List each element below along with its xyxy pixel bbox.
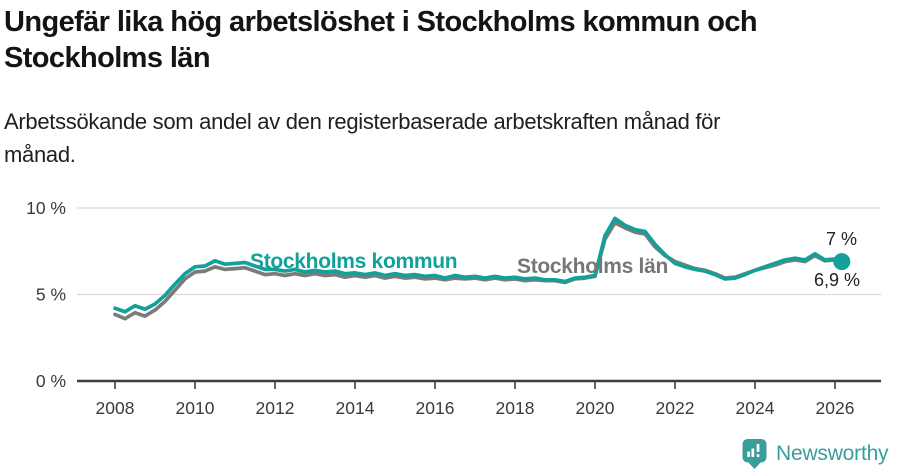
series-label-stockholms-lan: Stockholms län bbox=[517, 255, 669, 278]
y-tick-label: 5 % bbox=[36, 285, 66, 305]
x-tick-label: 2026 bbox=[816, 398, 855, 418]
x-tick-label: 2018 bbox=[496, 398, 535, 418]
line-stockholms-lan bbox=[113, 220, 844, 321]
x-tick-label: 2022 bbox=[656, 398, 695, 418]
line-stockholms-kommun bbox=[113, 216, 844, 314]
x-tick-label: 2020 bbox=[576, 398, 615, 418]
newsworthy-wordmark: Newsworthy bbox=[776, 442, 889, 465]
page-subtitle-line1: Arbetssökande som andel av den registerb… bbox=[4, 109, 721, 134]
series-label-stockholms-kommun: Stockholms kommun bbox=[250, 250, 458, 273]
newsworthy-bar-chart-icon bbox=[742, 439, 767, 469]
x-tick-label: 2008 bbox=[96, 398, 135, 418]
y-tick-label: 10 % bbox=[26, 198, 66, 218]
page-title-line2: Stockholms län bbox=[4, 42, 211, 74]
page-subtitle: Arbetssökande som andel av den registerb… bbox=[4, 105, 864, 171]
x-tick-label: 2012 bbox=[256, 398, 295, 418]
x-tick-label: 2014 bbox=[336, 398, 375, 418]
x-tick-label: 2010 bbox=[176, 398, 215, 418]
x-tick-label: 2016 bbox=[416, 398, 455, 418]
x-tick-label: 2024 bbox=[736, 398, 775, 418]
newsworthy-logo[interactable]: Newsworthy bbox=[740, 438, 889, 470]
page-title-line1: Ungefär lika hög arbetslöshet i Stockhol… bbox=[4, 6, 758, 38]
y-tick-label: 0 % bbox=[36, 371, 66, 391]
end-dot-stockholms-kommun bbox=[833, 253, 851, 271]
end-value-label-lan: 7 % bbox=[826, 229, 858, 249]
page-title: Ungefär lika hög arbetslöshet i Stockhol… bbox=[4, 4, 890, 76]
page-subtitle-line2: månad. bbox=[4, 142, 76, 167]
end-value-label-kommun: 6,9 % bbox=[814, 270, 861, 290]
